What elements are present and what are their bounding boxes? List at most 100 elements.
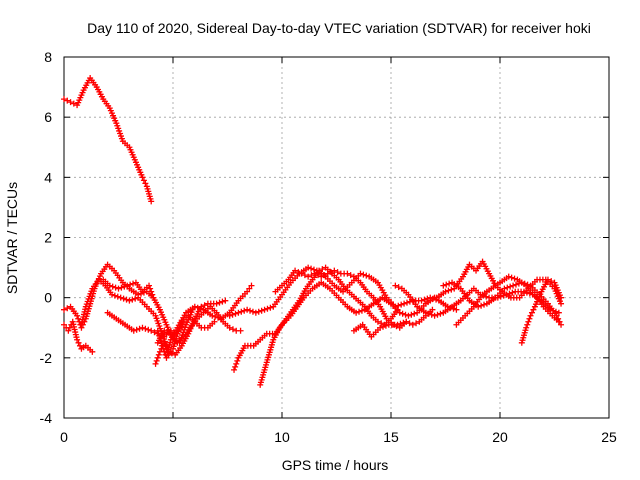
data-point — [197, 305, 204, 312]
data-point — [167, 348, 174, 355]
data-point — [530, 306, 537, 313]
data-point — [67, 99, 74, 106]
x-tick-label: 15 — [383, 429, 399, 445]
data-point — [64, 305, 71, 312]
data-point — [434, 311, 441, 318]
data-point — [413, 320, 420, 327]
data-point — [142, 180, 149, 187]
data-point — [425, 310, 432, 317]
data-point — [175, 327, 182, 334]
data-point — [504, 284, 511, 291]
data-point — [442, 288, 449, 295]
data-point — [149, 291, 156, 298]
data-point — [544, 276, 551, 283]
data-point — [418, 297, 425, 304]
data-point — [334, 269, 341, 276]
data-point — [133, 326, 140, 333]
data-point — [213, 300, 220, 307]
data-point — [380, 323, 387, 330]
data-point — [396, 309, 403, 316]
data-point — [194, 304, 201, 311]
series-arc-8 — [154, 282, 255, 361]
data-point — [392, 282, 399, 289]
data-point — [431, 312, 438, 319]
data-point — [115, 285, 122, 292]
data-point — [215, 314, 222, 321]
data-point — [319, 266, 326, 273]
data-point — [392, 303, 399, 310]
data-point — [75, 339, 82, 346]
data-point — [232, 310, 239, 317]
data-point — [478, 302, 485, 309]
data-point — [247, 307, 254, 314]
data-point — [61, 321, 67, 328]
data-point — [75, 315, 82, 322]
data-point — [483, 293, 490, 300]
data-point — [248, 282, 255, 289]
data-point — [406, 320, 413, 327]
x-tick-label: 10 — [274, 429, 290, 445]
data-point — [235, 309, 242, 316]
data-point — [261, 306, 268, 313]
data-point — [528, 309, 535, 316]
data-point — [301, 272, 308, 279]
data-point — [244, 288, 251, 295]
data-point — [403, 318, 410, 325]
data-point — [509, 289, 516, 296]
data-point — [318, 273, 325, 280]
data-point — [377, 324, 384, 331]
data-point — [331, 267, 338, 274]
y-tick-label: 8 — [44, 49, 52, 65]
series-arc-4 — [78, 276, 229, 358]
data-point — [360, 271, 367, 278]
data-point — [397, 320, 404, 327]
data-point — [162, 342, 169, 349]
data-point — [523, 324, 530, 331]
data-point — [216, 299, 223, 306]
data-point — [512, 281, 519, 288]
data-point — [249, 308, 256, 315]
data-point — [405, 312, 412, 319]
y-tick-label: 2 — [44, 230, 52, 246]
x-tick-label: 0 — [60, 429, 68, 445]
data-point — [111, 292, 118, 299]
data-point — [163, 345, 170, 352]
data-point — [344, 270, 351, 277]
data-point — [61, 96, 67, 103]
data-point — [448, 286, 455, 293]
data-point — [255, 308, 262, 315]
data-point — [321, 272, 328, 279]
data-point — [226, 324, 233, 331]
data-point — [127, 281, 134, 288]
data-point — [241, 307, 248, 314]
data-point — [511, 275, 518, 282]
data-point — [424, 295, 431, 302]
data-point — [378, 320, 385, 327]
data-point — [121, 283, 128, 290]
data-point — [151, 329, 158, 336]
data-point — [124, 282, 131, 289]
data-point — [422, 309, 429, 316]
data-point — [154, 354, 161, 361]
data-point — [298, 270, 305, 277]
data-point — [118, 284, 125, 291]
chart-title: Day 110 of 2020, Sidereal Day-to-day VTE… — [87, 20, 591, 36]
data-point — [212, 313, 219, 320]
data-point — [443, 281, 450, 288]
data-point — [481, 301, 488, 308]
data-point — [305, 273, 312, 280]
x-tick-label: 5 — [169, 429, 177, 445]
data-point — [126, 297, 133, 304]
data-point — [411, 310, 418, 317]
data-point — [558, 321, 565, 328]
data-point — [229, 326, 236, 333]
data-point — [453, 306, 460, 313]
data-point — [145, 326, 152, 333]
data-point — [244, 306, 251, 313]
data-point — [130, 327, 137, 334]
data-point — [395, 302, 402, 309]
data-point — [191, 303, 198, 310]
data-points — [61, 75, 565, 388]
data-point — [401, 300, 408, 307]
data-point — [117, 294, 124, 301]
